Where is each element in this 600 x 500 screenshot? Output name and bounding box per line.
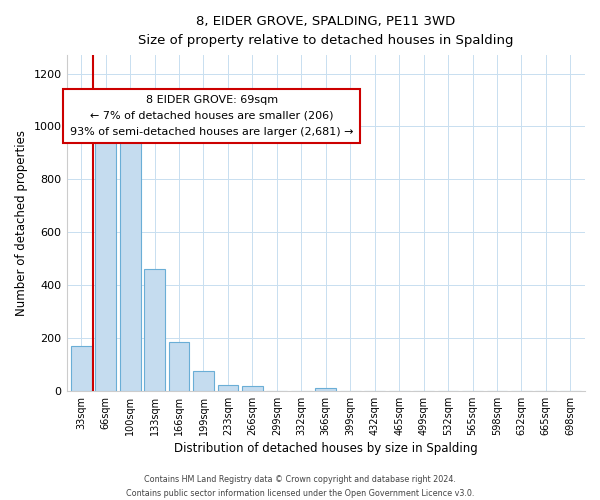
Text: Contains HM Land Registry data © Crown copyright and database right 2024.
Contai: Contains HM Land Registry data © Crown c… <box>126 476 474 498</box>
Bar <box>193 371 214 391</box>
Bar <box>316 388 336 391</box>
Bar <box>144 269 165 391</box>
Bar <box>120 126 140 391</box>
Bar <box>242 386 263 391</box>
X-axis label: Distribution of detached houses by size in Spalding: Distribution of detached houses by size … <box>174 442 478 455</box>
Title: 8, EIDER GROVE, SPALDING, PE11 3WD
Size of property relative to detached houses : 8, EIDER GROVE, SPALDING, PE11 3WD Size … <box>138 15 514 47</box>
Y-axis label: Number of detached properties: Number of detached properties <box>15 130 28 316</box>
Bar <box>218 385 238 391</box>
Bar <box>71 346 92 391</box>
Bar <box>169 342 190 391</box>
Text: 8 EIDER GROVE: 69sqm
← 7% of detached houses are smaller (206)
93% of semi-detac: 8 EIDER GROVE: 69sqm ← 7% of detached ho… <box>70 96 353 136</box>
Bar <box>95 134 116 391</box>
